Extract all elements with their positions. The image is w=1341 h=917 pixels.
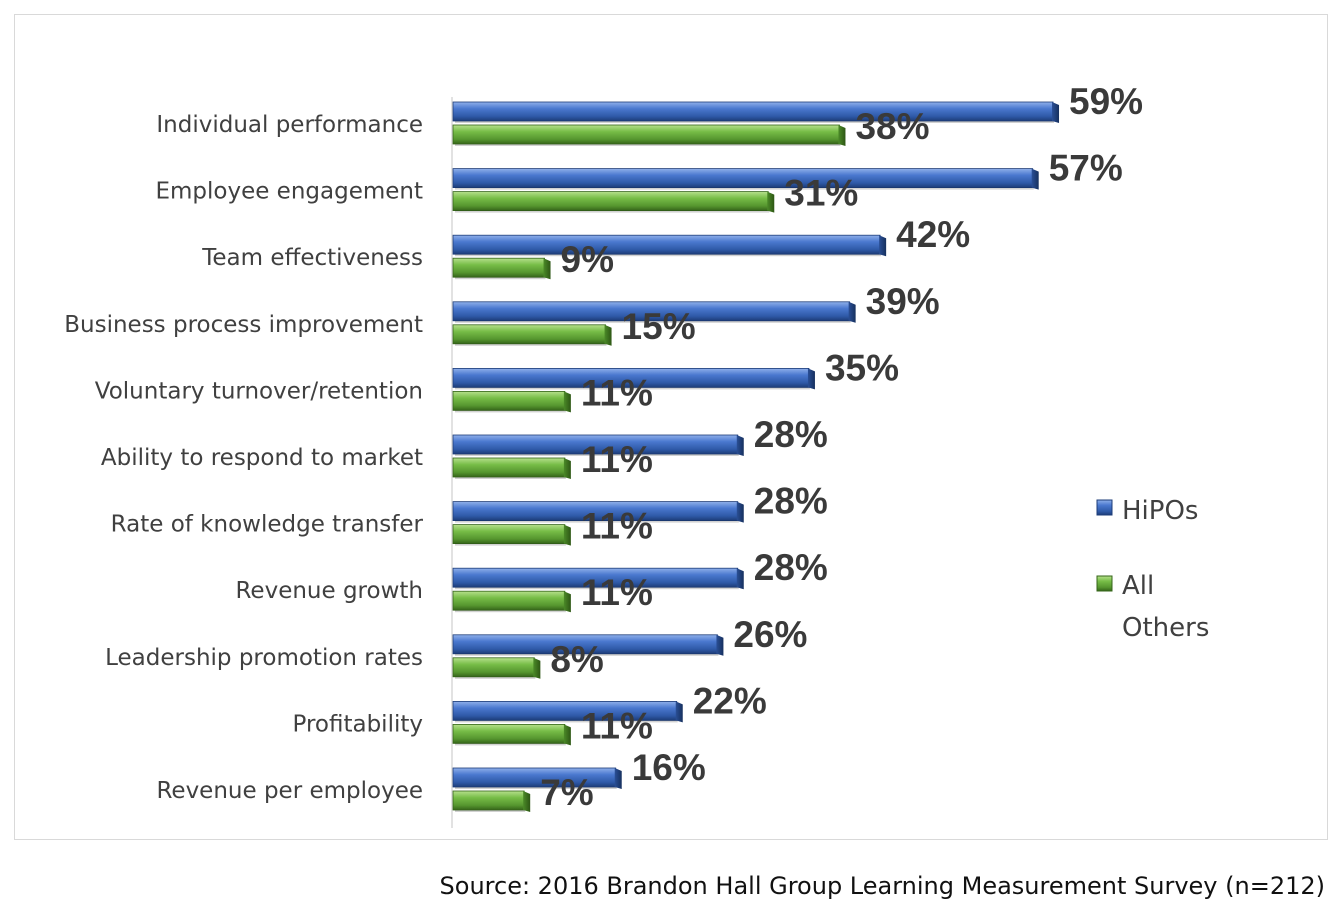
labels-layer: Individual performance 59% 38% Employee eng… <box>64 81 1143 813</box>
legend-label-hipos: HiPOs <box>1122 496 1198 526</box>
bar-all-others <box>452 324 612 346</box>
bar-hipos <box>452 234 887 257</box>
value-label-hipos: 16% <box>632 747 706 788</box>
value-label-hipos: 59% <box>1069 81 1143 122</box>
legend-swatch-hipos <box>1096 499 1113 516</box>
source-note: Source: 2016 Brandon Hall Group Learning… <box>439 872 1325 900</box>
bar-all-others <box>452 191 775 213</box>
category-label: Individual performance <box>156 112 423 138</box>
bar-hipos <box>452 634 724 656</box>
bar-hipos <box>452 767 622 789</box>
bar-hipos <box>452 701 683 723</box>
bar-all-others <box>452 124 846 146</box>
bar-hipos <box>452 367 815 390</box>
value-label-hipos: 28% <box>754 481 828 522</box>
bar-hipos <box>452 168 1039 190</box>
bar-all-others <box>452 257 551 280</box>
bar-all-others <box>452 724 571 746</box>
category-label: Employee engagement <box>155 179 423 205</box>
value-label-hipos: 42% <box>896 214 970 255</box>
category-label: Ability to respond to market <box>101 445 423 471</box>
value-label-all-others: 15% <box>622 306 696 347</box>
legend: HiPOs All Others <box>1096 496 1209 643</box>
legend-swatch-all-others <box>1096 575 1113 592</box>
bar-all-others <box>452 790 531 812</box>
value-label-all-others: 7% <box>540 772 593 813</box>
category-label: Business process improvement <box>64 312 423 338</box>
category-label: Leadership promotion rates <box>105 645 423 671</box>
bar-all-others <box>452 390 571 413</box>
category-label: Revenue growth <box>235 578 423 604</box>
value-label-hipos: 26% <box>733 614 807 655</box>
value-label-hipos: 35% <box>825 347 899 388</box>
value-label-hipos: 39% <box>866 281 940 322</box>
value-label-hipos: 57% <box>1049 148 1123 189</box>
category-label: Profitability <box>293 711 424 737</box>
bar-hipos <box>452 101 1060 123</box>
value-label-hipos: 22% <box>693 680 767 721</box>
bar-all-others <box>452 524 571 546</box>
value-label-all-others: 11% <box>581 705 653 746</box>
legend-label-all: All <box>1122 571 1154 601</box>
legend-label-others: Others <box>1122 613 1209 643</box>
value-label-all-others: 8% <box>550 639 603 680</box>
value-label-all-others: 11% <box>581 506 653 547</box>
bar-hipos <box>452 567 744 590</box>
category-label: Rate of knowledge transfer <box>111 512 424 538</box>
bar-all-others <box>452 590 571 613</box>
category-label: Team effectiveness <box>201 245 423 271</box>
category-label: Revenue per employee <box>156 778 423 804</box>
bar-all-others <box>452 657 541 679</box>
value-label-hipos: 28% <box>754 414 828 455</box>
category-label: Voluntary turnover/retention <box>95 378 423 404</box>
bar-hipos <box>452 434 744 456</box>
bar-hipos <box>452 301 856 323</box>
value-label-all-others: 11% <box>581 572 653 613</box>
value-label-all-others: 38% <box>855 106 929 147</box>
value-label-all-others: 11% <box>581 372 653 413</box>
bar-all-others <box>452 457 571 479</box>
bars-layer <box>452 101 1060 812</box>
value-label-all-others: 31% <box>784 173 858 214</box>
value-label-hipos: 28% <box>754 547 828 588</box>
value-label-all-others: 9% <box>561 239 614 280</box>
value-label-all-others: 11% <box>581 439 653 480</box>
bar-hipos <box>452 501 744 523</box>
